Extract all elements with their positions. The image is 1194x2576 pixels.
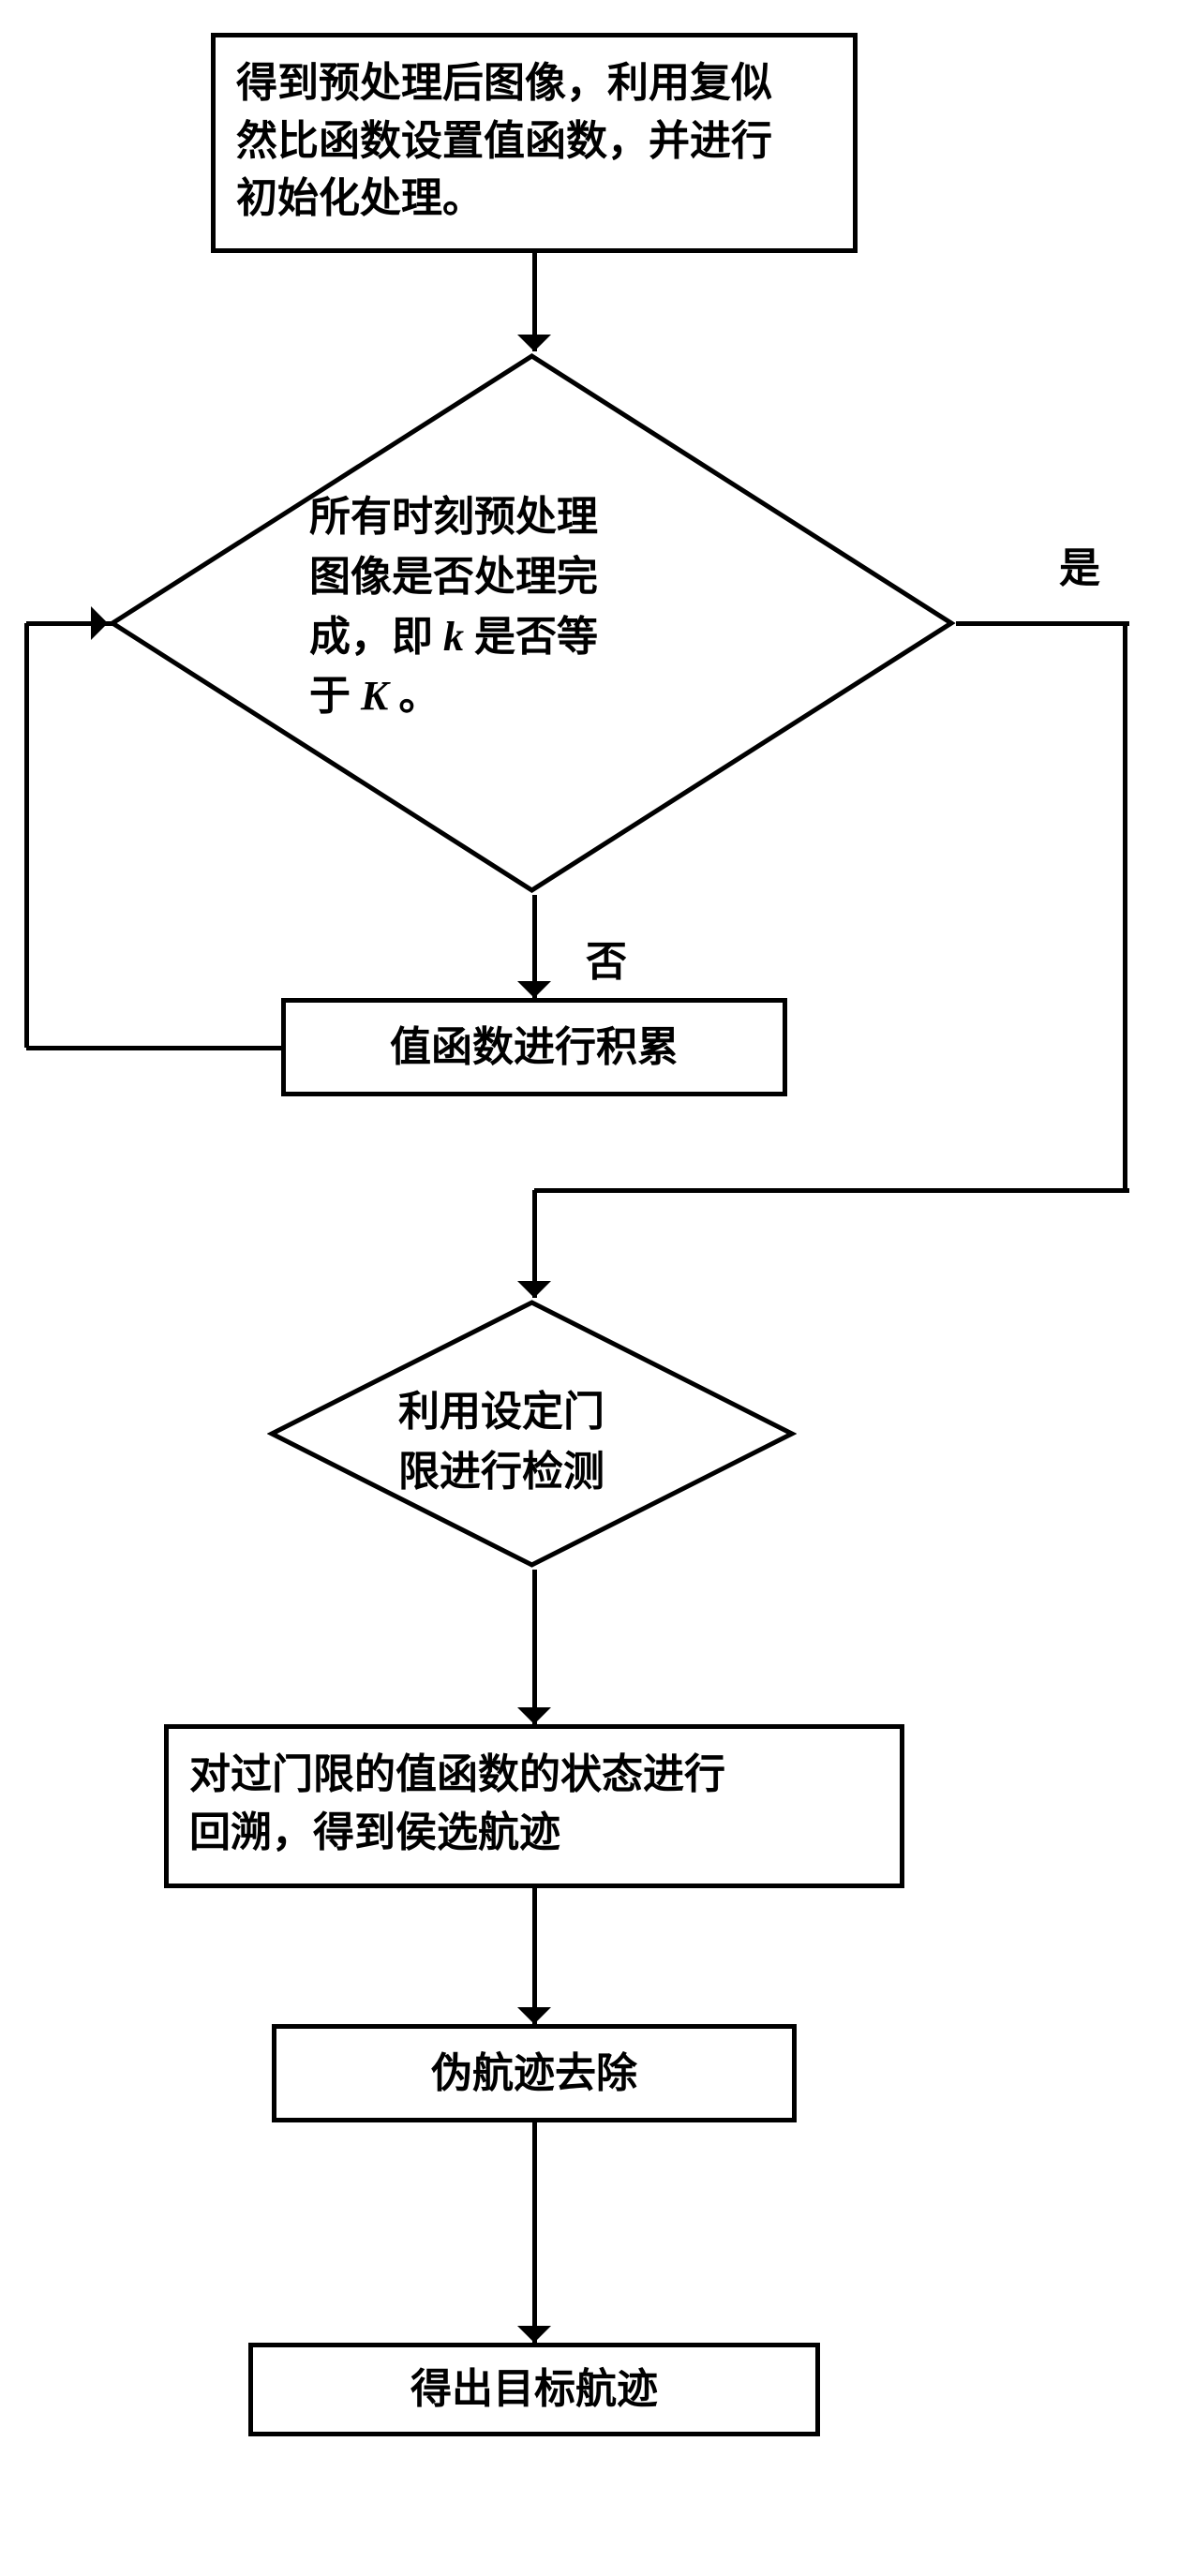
flowchart-node-n5: 对过门限的值函数的状态进行 回溯，得到侯选航迹: [164, 1724, 904, 1888]
arrow-head-icon: [517, 981, 551, 998]
flowchart-node-n2-text: 所有时刻预处理图像是否处理完成，即 k 是否等于 K 。: [309, 487, 750, 726]
arrow-head-icon: [91, 606, 108, 640]
edge-label: 否: [586, 928, 627, 988]
flowchart-canvas: 得到预处理后图像，利用复似 然比函数设置值函数，并进行 初始化处理。所有时刻预处…: [0, 0, 1194, 2576]
flowchart-node-n1: 得到预处理后图像，利用复似 然比函数设置值函数，并进行 初始化处理。: [211, 33, 858, 253]
arrow-head-icon: [517, 1281, 551, 1298]
edge-segment: [1123, 623, 1127, 1190]
arrow-head-icon: [517, 2326, 551, 2343]
edge-label: 是: [1059, 534, 1100, 594]
flowchart-node-n7: 得出目标航迹: [248, 2343, 820, 2436]
arrow-head-icon: [517, 335, 551, 351]
flowchart-node-n4-text: 利用设定门限进行检测: [398, 1382, 670, 1502]
edge-segment: [24, 623, 29, 1048]
edge-segment: [956, 621, 1129, 626]
edge-segment: [534, 1188, 1129, 1193]
edge-segment: [26, 1046, 286, 1050]
flowchart-node-n3: 值函数进行积累: [281, 998, 787, 1096]
arrow-head-icon: [517, 1707, 551, 1724]
arrow-head-icon: [517, 2007, 551, 2024]
edge-segment: [532, 1888, 537, 2024]
edge-segment: [532, 1570, 537, 1724]
edge-segment: [532, 2122, 537, 2343]
flowchart-node-n6: 伪航迹去除: [272, 2024, 797, 2122]
